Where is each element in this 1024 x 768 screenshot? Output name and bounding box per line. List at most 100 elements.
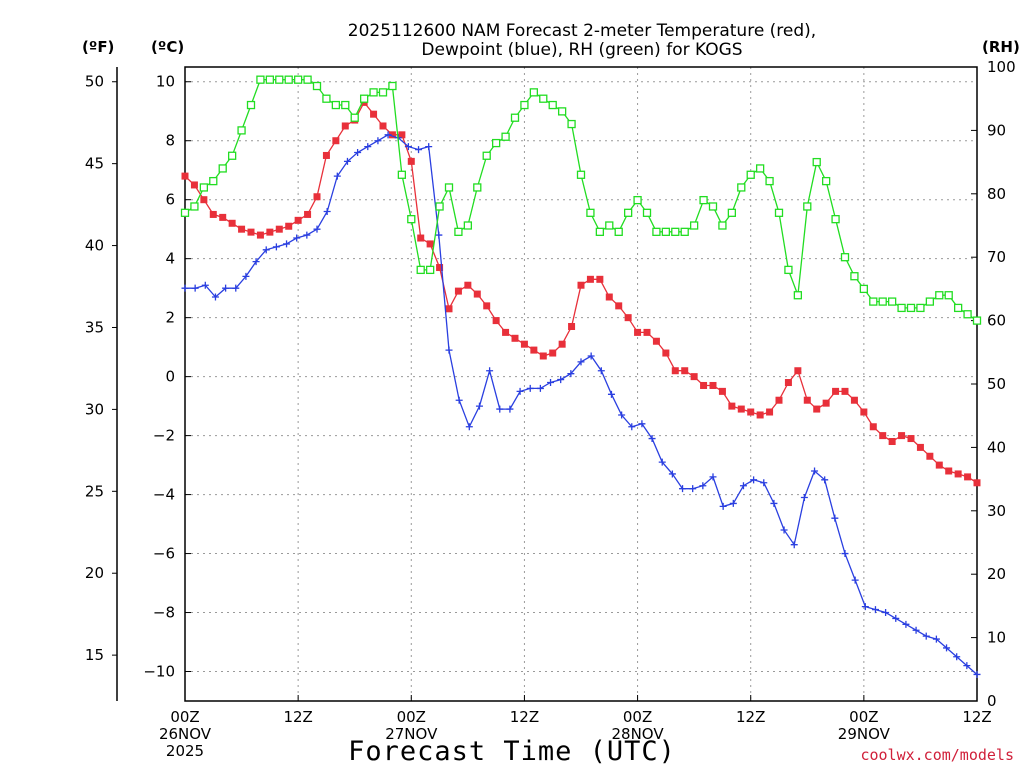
rh-point bbox=[614, 227, 623, 236]
dewpoint-point bbox=[841, 550, 849, 558]
2-meter-temperature-point bbox=[615, 302, 623, 310]
dewpoint-point bbox=[211, 293, 219, 301]
dewpoint-point bbox=[201, 281, 209, 289]
2-meter-temperature-point bbox=[492, 317, 500, 325]
celsius-tick-label: 0 bbox=[165, 368, 175, 386]
dewpoint-point bbox=[689, 485, 697, 493]
fahrenheit-tick-label: 15 bbox=[85, 646, 104, 664]
2-meter-temperature-point bbox=[473, 290, 481, 298]
2-meter-temperature-point bbox=[313, 193, 321, 201]
rh-unit-label: (RH) bbox=[982, 38, 1020, 56]
celsius-unit-label: (ºC) bbox=[151, 38, 184, 56]
x-tick-label: 12Z bbox=[962, 708, 991, 726]
dewpoint-point bbox=[780, 526, 788, 534]
2-meter-temperature-point bbox=[728, 402, 736, 410]
2-meter-temperature-point bbox=[407, 157, 415, 165]
2-meter-temperature-point bbox=[605, 293, 613, 301]
2-meter-temperature-point bbox=[671, 367, 679, 375]
dewpoint-point bbox=[902, 620, 910, 628]
2-meter-temperature-point bbox=[756, 411, 764, 419]
rh-point bbox=[510, 113, 520, 122]
rh-point bbox=[708, 202, 718, 211]
rh-point bbox=[284, 75, 293, 84]
rh-point bbox=[397, 170, 407, 179]
x-tick-label: 29NOV bbox=[838, 725, 891, 743]
2-meter-temperature-point bbox=[766, 408, 774, 416]
plot-frame bbox=[184, 66, 978, 702]
dewpoint-point bbox=[618, 411, 626, 419]
celsius-tick-label: 2 bbox=[165, 309, 175, 327]
dewpoint-point bbox=[861, 603, 869, 611]
dewpoint-point bbox=[750, 476, 758, 484]
2-meter-temperature-point bbox=[832, 387, 840, 395]
2-meter-temperature-point bbox=[530, 346, 538, 354]
rh-point bbox=[935, 291, 944, 300]
rh-point bbox=[642, 208, 652, 217]
dewpoint-point bbox=[283, 240, 291, 248]
2-meter-temperature-point bbox=[841, 387, 849, 395]
2-meter-temperature-point bbox=[935, 461, 943, 469]
x-tick-label: 12Z bbox=[283, 708, 312, 726]
2-meter-temperature-point bbox=[398, 131, 406, 139]
rh-point bbox=[906, 303, 916, 313]
dewpoint-point bbox=[445, 346, 453, 354]
fahrenheit-tick-label: 25 bbox=[85, 482, 104, 500]
dewpoint-point bbox=[425, 143, 433, 151]
2-meter-temperature-point bbox=[964, 473, 972, 481]
x-tick-label: 00Z bbox=[397, 708, 426, 726]
dewpoint-point bbox=[831, 514, 839, 522]
2-meter-temperature-point bbox=[681, 367, 689, 375]
rh-point bbox=[491, 138, 501, 148]
x-tick-label: 00Z bbox=[170, 708, 199, 726]
2-meter-temperature-point bbox=[898, 432, 906, 440]
rh-tick-label: 30 bbox=[987, 502, 1006, 520]
2-meter-temperature-point bbox=[586, 275, 594, 283]
rh-point bbox=[793, 291, 803, 300]
rh-point bbox=[944, 291, 953, 300]
x-tick-label: 28NOV bbox=[612, 725, 665, 743]
fahrenheit-tick-label: 45 bbox=[85, 155, 104, 173]
rh-point bbox=[746, 170, 755, 179]
rh-point bbox=[435, 202, 444, 211]
dewpoint-point bbox=[932, 635, 940, 643]
dewpoint-point bbox=[354, 149, 362, 157]
celsius-tick-label: −4 bbox=[153, 486, 175, 504]
2-meter-temperature-point bbox=[426, 240, 434, 248]
dewpoint-point bbox=[242, 272, 250, 280]
dewpoint-point bbox=[323, 207, 331, 215]
2-meter-temperature-line bbox=[184, 101, 978, 484]
2-meter-temperature-point bbox=[294, 216, 302, 224]
x-tick-label: 12Z bbox=[736, 708, 765, 726]
2-meter-temperature-point bbox=[577, 281, 585, 289]
2-meter-temperature-point bbox=[558, 340, 566, 348]
2-meter-temperature-point bbox=[200, 196, 208, 204]
rh-point bbox=[227, 151, 237, 160]
rh-point bbox=[661, 227, 671, 236]
rh-tick-label: 60 bbox=[987, 312, 1006, 330]
rh-point bbox=[275, 75, 284, 84]
dewpoint-point bbox=[638, 420, 646, 428]
rh-point bbox=[180, 208, 190, 217]
2-meter-temperature-point bbox=[888, 438, 896, 446]
2-meter-temperature-point bbox=[388, 131, 396, 139]
2-meter-temperature-point bbox=[803, 396, 811, 404]
rh-point bbox=[859, 284, 869, 294]
2-meter-temperature-point bbox=[907, 435, 915, 443]
dewpoint-point bbox=[384, 131, 392, 139]
rh-point bbox=[378, 88, 388, 97]
2-meter-temperature-point bbox=[247, 228, 255, 236]
rh-point bbox=[925, 297, 935, 306]
dewpoint-point bbox=[536, 384, 544, 392]
rh-point bbox=[680, 227, 689, 236]
dewpoint-point bbox=[262, 246, 270, 254]
rh-point bbox=[454, 227, 463, 236]
2-meter-temperature-point bbox=[596, 275, 604, 283]
fahrenheit-tick-label: 35 bbox=[85, 318, 104, 336]
dewpoint-point bbox=[475, 402, 483, 410]
rh-tick-label: 0 bbox=[987, 692, 997, 710]
rh-point bbox=[633, 195, 642, 205]
dewpoint-point bbox=[628, 423, 636, 431]
rh-point bbox=[341, 100, 350, 110]
rh-tick-label: 100 bbox=[987, 58, 1016, 76]
rh-point bbox=[218, 164, 227, 173]
